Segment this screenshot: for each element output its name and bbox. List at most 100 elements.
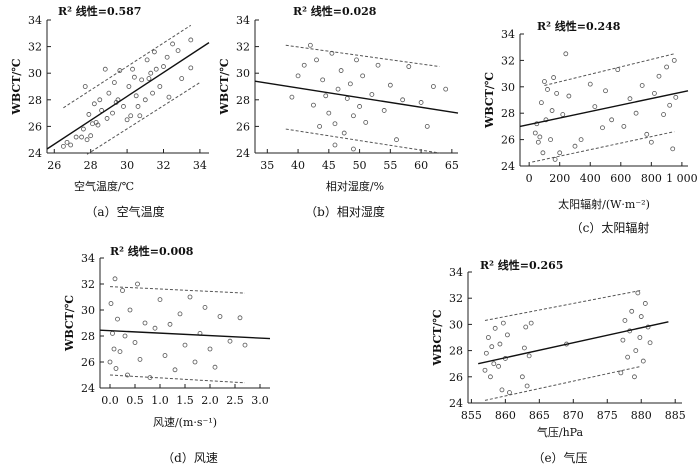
- y-tick-label: 32: [28, 41, 42, 54]
- data-point: [64, 139, 70, 145]
- data-point: [175, 48, 181, 53]
- scatter-panel-c: 24 26 28 30 32 34 0 200 400 600 800 1 000 R² 线性=0.24…: [483, 19, 698, 235]
- data-point: [117, 68, 123, 73]
- data-point: [557, 150, 563, 156]
- x-tick-label: 55: [383, 159, 397, 172]
- data-point: [640, 358, 646, 364]
- data-point: [289, 94, 295, 100]
- data-point: [137, 356, 143, 362]
- y-tick-label: 30: [236, 67, 250, 80]
- y-tick-label: 34: [449, 266, 463, 279]
- x-tick-label: 0.5: [126, 394, 144, 407]
- data-point: [532, 130, 538, 136]
- data-point: [560, 112, 566, 117]
- x-tick-label: 2.0: [201, 394, 219, 407]
- y-tick-label: 24: [236, 147, 250, 160]
- data-point: [317, 124, 322, 129]
- data-point: [620, 337, 626, 343]
- x-tick-label: 1.0: [151, 394, 169, 407]
- data-point: [152, 325, 158, 331]
- data-point: [111, 346, 117, 352]
- data-point: [424, 124, 430, 129]
- regression-line: [46, 42, 210, 150]
- data-point: [144, 57, 150, 63]
- data-point: [363, 120, 369, 125]
- data-point: [73, 134, 79, 140]
- data-point: [540, 150, 546, 156]
- data-point: [615, 67, 621, 73]
- data-point: [202, 304, 208, 310]
- data-point: [621, 124, 627, 129]
- data-point: [656, 73, 662, 79]
- data-point: [207, 346, 213, 352]
- data-point: [242, 342, 248, 348]
- data-point: [545, 87, 550, 92]
- scatter-panel-e: 24 26 28 30 32 34 855 860 865 870 875 880 885 R² 线性=0…: [431, 258, 686, 465]
- data-point: [496, 363, 501, 369]
- data-point: [335, 86, 341, 92]
- y-tick-label: 26: [28, 120, 42, 133]
- data-point: [68, 142, 74, 148]
- data-point: [351, 113, 356, 119]
- y-tick-label: 28: [28, 94, 42, 107]
- y-tick-label: 24: [28, 147, 42, 160]
- data-point: [88, 133, 94, 139]
- data-point: [566, 93, 572, 99]
- data-point: [497, 341, 503, 347]
- x-tick-label: 32: [156, 159, 170, 172]
- panel-caption: （b）相对湿度: [305, 204, 385, 219]
- data-point: [357, 104, 362, 109]
- data-point: [592, 104, 598, 109]
- regression-line: [254, 80, 459, 114]
- x-axis-label: 气压/hPa: [537, 425, 584, 439]
- x-tick-label: 880: [631, 409, 652, 422]
- data-point: [146, 76, 152, 81]
- y-axis-label: WBCT/℃: [10, 59, 23, 116]
- scatter-panel-d: 24 26 28 30 32 34 0.0 0.5 1.0 1.5 2.0 2.5 3.0 R² 线性=0…: [63, 244, 271, 465]
- data-point: [603, 88, 608, 94]
- data-point: [237, 315, 243, 321]
- data-point: [111, 80, 117, 85]
- x-tick-label: 3.0: [251, 394, 269, 407]
- upper-confidence-line: [544, 53, 675, 86]
- data-point: [113, 366, 119, 371]
- data-point: [162, 353, 168, 358]
- x-tick-label: 0.0: [101, 394, 119, 407]
- y-axis-label: WBCT/℃: [483, 72, 496, 129]
- data-point: [60, 143, 66, 149]
- data-point: [151, 49, 157, 55]
- data-point: [164, 54, 170, 60]
- x-tick-label: 855: [461, 409, 482, 422]
- x-tick-label: 860: [495, 409, 516, 422]
- data-point: [139, 77, 145, 83]
- y-tick-label: 28: [449, 345, 463, 358]
- data-point: [644, 131, 650, 137]
- x-axis-label: 相对湿度/%: [326, 179, 384, 193]
- data-point: [500, 320, 506, 326]
- data-point: [671, 58, 677, 63]
- data-point: [157, 84, 163, 89]
- x-tick-label: 870: [563, 409, 584, 422]
- data-point: [542, 79, 547, 84]
- x-tick-label: 875: [597, 409, 618, 422]
- data-point: [633, 348, 639, 354]
- upper-confidence-line: [484, 289, 642, 321]
- data-point: [91, 101, 97, 107]
- data-point: [521, 345, 527, 351]
- data-point: [519, 374, 525, 380]
- data-point: [166, 94, 172, 100]
- data-point: [142, 97, 148, 103]
- lower-confidence-line: [532, 131, 675, 163]
- y-tick-label: 32: [81, 278, 95, 291]
- data-point: [121, 104, 126, 109]
- data-point: [117, 349, 123, 355]
- data-point: [394, 137, 399, 143]
- x-tick-label: 40: [291, 159, 305, 172]
- panel-caption: （d）风速: [162, 451, 218, 465]
- x-tick-label: 34: [193, 159, 207, 172]
- x-tick-label: 600: [610, 172, 631, 185]
- y-tick-label: 24: [81, 382, 95, 395]
- y-tick-label: 30: [28, 67, 42, 80]
- y-tick-label: 32: [449, 292, 463, 305]
- data-point: [538, 100, 544, 106]
